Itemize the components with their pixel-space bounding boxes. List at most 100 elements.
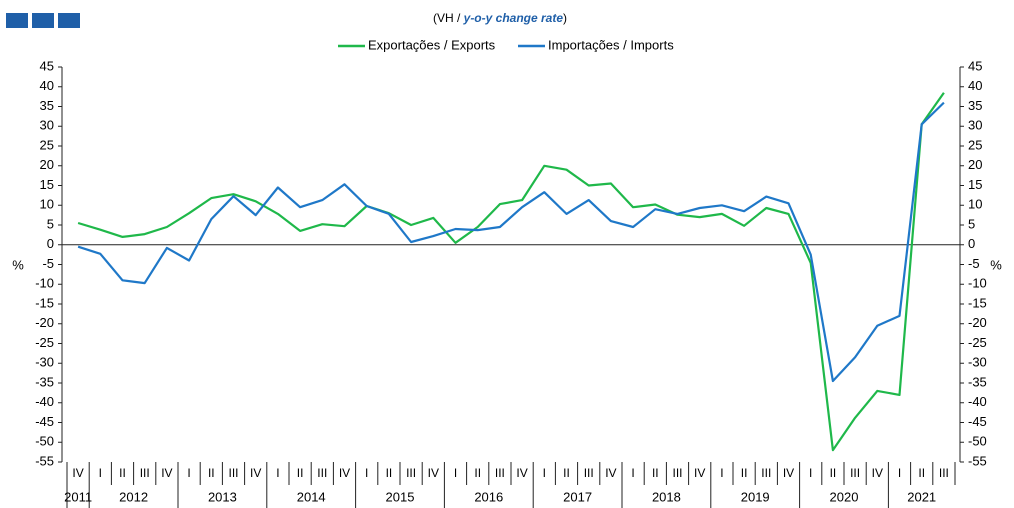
x-tick-label: II: [386, 466, 393, 480]
y2-tick-label: 30: [968, 118, 982, 133]
y-tick-label: 20: [40, 157, 54, 172]
y2-tick-label: -20: [968, 315, 987, 330]
y-tick-label: 45: [40, 58, 54, 73]
y2-tick-label: -15: [968, 295, 987, 310]
y-tick-label: 0: [47, 236, 54, 251]
x-tick-label: I: [99, 466, 102, 480]
x-tick-label: I: [720, 466, 723, 480]
y-tick-label: 30: [40, 118, 54, 133]
x-tick-label: I: [187, 466, 190, 480]
y2-tick-label: -5: [968, 256, 980, 271]
x-group-label: 2014: [297, 489, 326, 504]
y-axis-label: %: [12, 257, 24, 272]
x-tick-label: IV: [783, 466, 794, 480]
y2-tick-label: 15: [968, 177, 982, 192]
x-tick-label: I: [543, 466, 546, 480]
y2-tick-label: -50: [968, 434, 987, 449]
x-group-label: 2015: [386, 489, 415, 504]
logo-block: [32, 13, 54, 28]
y-tick-label: -15: [35, 295, 54, 310]
x-tick-label: II: [918, 466, 925, 480]
y2-tick-label: 10: [968, 197, 982, 212]
series-line: [77, 101, 945, 383]
y-tick-label: -45: [35, 414, 54, 429]
x-tick-label: IV: [694, 466, 705, 480]
x-tick-label: III: [939, 466, 949, 480]
y-tick-label: -55: [35, 453, 54, 468]
x-tick-label: IV: [250, 466, 261, 480]
x-tick-label: II: [741, 466, 748, 480]
x-tick-label: II: [119, 466, 126, 480]
x-tick-label: III: [495, 466, 505, 480]
y2-tick-label: -35: [968, 374, 987, 389]
y-tick-label: 15: [40, 177, 54, 192]
y-tick-label: 40: [40, 78, 54, 93]
y-tick-label: 5: [47, 216, 54, 231]
subtitle-emphasis: y-o-y change rate: [463, 11, 564, 25]
x-tick-label: IV: [605, 466, 616, 480]
legend-label: Importações / Imports: [548, 37, 674, 52]
y2-tick-label: 35: [968, 98, 982, 113]
x-group-label: 2020: [830, 489, 859, 504]
x-tick-label: I: [631, 466, 634, 480]
x-tick-label: IV: [872, 466, 883, 480]
y-tick-label: 35: [40, 98, 54, 113]
y2-tick-label: 0: [968, 236, 975, 251]
x-tick-label: III: [850, 466, 860, 480]
x-group-label: 2012: [119, 489, 148, 504]
y2-tick-label: -10: [968, 276, 987, 291]
subtitle-prefix: (VH /: [433, 11, 464, 25]
x-tick-label: IV: [428, 466, 439, 480]
x-group-label: 2016: [474, 489, 503, 504]
subtitle-suffix: ): [563, 11, 567, 25]
x-tick-label: II: [297, 466, 304, 480]
y-tick-label: -30: [35, 355, 54, 370]
x-tick-label: IV: [161, 466, 172, 480]
x-group-label: 2013: [208, 489, 237, 504]
x-tick-label: II: [208, 466, 215, 480]
x-group-label: 2017: [563, 489, 592, 504]
y2-tick-label: -40: [968, 394, 987, 409]
legend-label: Exportações / Exports: [368, 37, 496, 52]
x-group-label: 2019: [741, 489, 770, 504]
subtitle: (VH / y-o-y change rate): [433, 11, 567, 25]
y-tick-label: -20: [35, 315, 54, 330]
x-tick-label: III: [228, 466, 238, 480]
y2-tick-label: -45: [968, 414, 987, 429]
x-tick-label: II: [830, 466, 837, 480]
y-tick-label: -50: [35, 434, 54, 449]
x-tick-label: I: [809, 466, 812, 480]
x-tick-label: III: [406, 466, 416, 480]
x-tick-label: I: [276, 466, 279, 480]
y-tick-label: -35: [35, 374, 54, 389]
x-tick-label: IV: [339, 466, 350, 480]
y2-tick-label: -25: [968, 335, 987, 350]
x-group-label: 2011: [64, 489, 92, 504]
y-tick-label: -10: [35, 276, 54, 291]
y2-tick-label: -55: [968, 453, 987, 468]
x-tick-label: II: [474, 466, 481, 480]
x-group-label: 2021: [907, 489, 936, 504]
y-tick-label: -5: [42, 256, 54, 271]
y2-tick-label: -30: [968, 355, 987, 370]
x-tick-label: III: [140, 466, 150, 480]
y2-tick-label: 25: [968, 137, 982, 152]
y2-axis-label: %: [990, 257, 1002, 272]
y-tick-label: 25: [40, 137, 54, 152]
x-tick-label: III: [672, 466, 682, 480]
y2-tick-label: 5: [968, 216, 975, 231]
x-tick-label: IV: [516, 466, 527, 480]
x-tick-label: I: [365, 466, 368, 480]
x-tick-label: I: [898, 466, 901, 480]
y-tick-label: 10: [40, 197, 54, 212]
x-tick-label: III: [317, 466, 327, 480]
x-tick-label: II: [563, 466, 570, 480]
y2-tick-label: 40: [968, 78, 982, 93]
x-tick-label: II: [652, 466, 659, 480]
x-tick-label: III: [761, 466, 771, 480]
x-tick-label: IV: [72, 466, 83, 480]
y2-tick-label: 20: [968, 157, 982, 172]
y-tick-label: -25: [35, 335, 54, 350]
y2-tick-label: 45: [968, 58, 982, 73]
